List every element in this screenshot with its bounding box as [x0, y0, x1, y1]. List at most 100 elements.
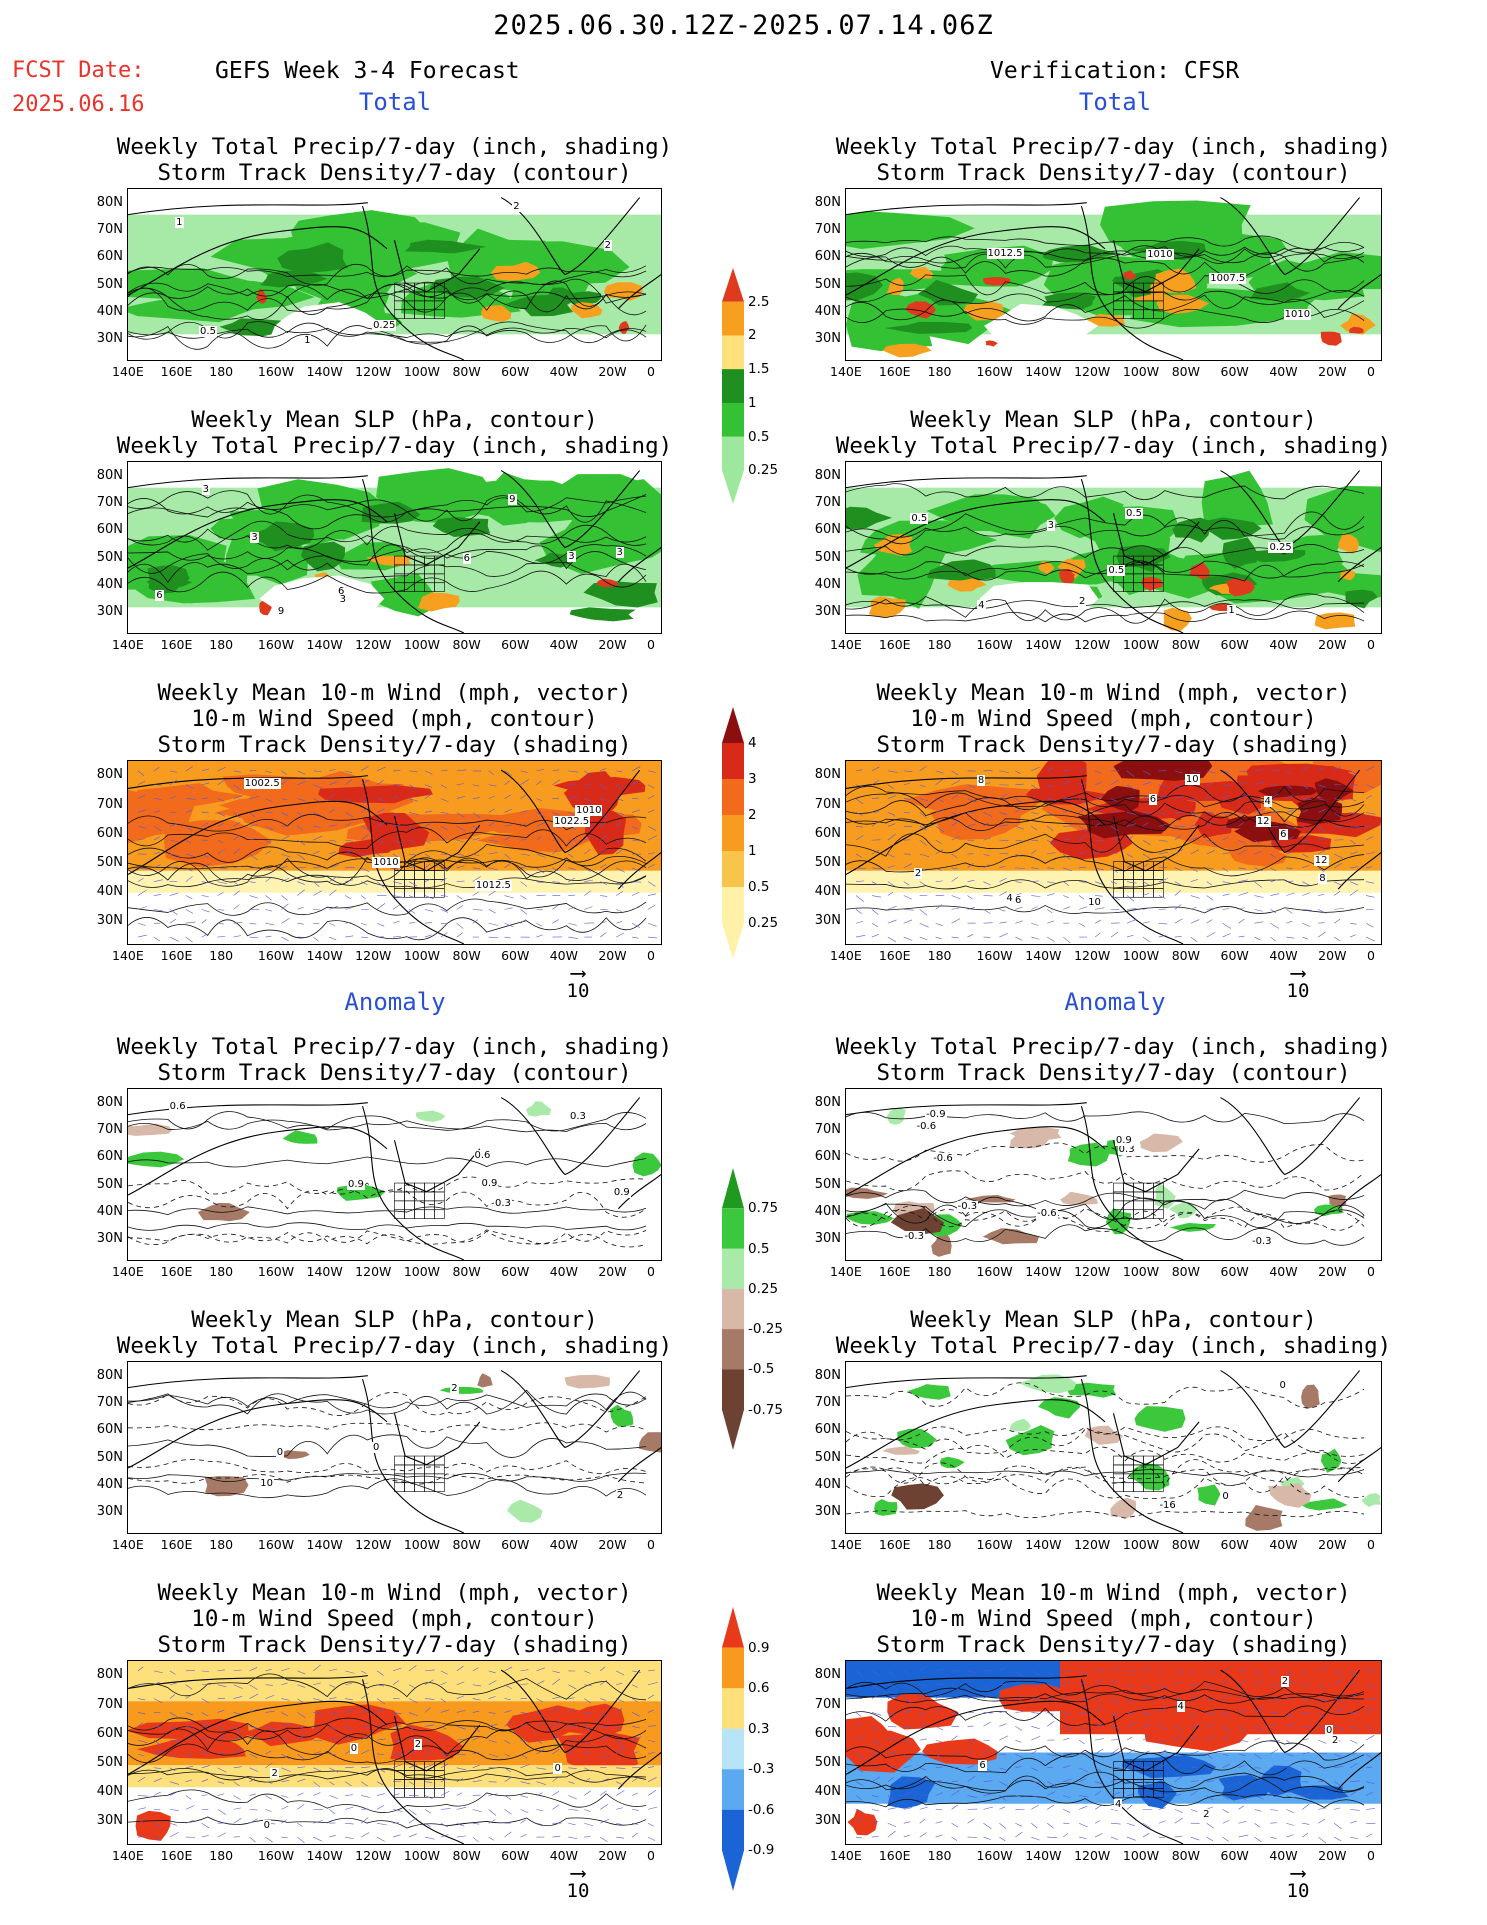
lon-label: 160W — [976, 364, 1013, 379]
lat-label: 80N — [96, 767, 123, 783]
lat-label: 60N — [814, 1725, 841, 1741]
lon-label: 100W — [403, 948, 441, 963]
lat-label: 60N — [96, 1725, 123, 1741]
contour-label: 0.25 — [372, 319, 397, 331]
contour-label: 2 — [1280, 1675, 1290, 1687]
map-panel-4: 0.25 0.5 0.5 0.5 1 3 4 2 — [845, 461, 1382, 634]
lat-label: 50N — [814, 1176, 841, 1192]
lon-label: 60W — [501, 364, 530, 379]
lon-label: 80W — [1171, 948, 1200, 963]
section-anomaly-left: Anomaly — [344, 988, 446, 1016]
contour-label: 2 — [603, 239, 612, 251]
lon-label: 160E — [878, 637, 911, 652]
lon-label: 20W — [598, 948, 627, 963]
forecast-label: GEFS Week 3-4 Forecast — [215, 58, 520, 84]
panel-8-title-line-1: Weekly Total Precip/7-day (inch, shading… — [835, 1034, 1392, 1060]
contour-label: 2 — [1331, 1734, 1340, 1746]
colorbar-tick-label: 0.75 — [748, 1200, 779, 1217]
colorbar-storm_total — [722, 707, 744, 959]
lon-label: 160W — [257, 1848, 295, 1863]
lat-label: 60N — [814, 1422, 841, 1438]
lon-label: 140W — [1025, 1264, 1062, 1279]
lon-label: 20W — [1318, 364, 1347, 379]
lon-label: 160W — [257, 1264, 295, 1279]
contour-label: 4 — [1176, 1700, 1185, 1712]
panel-2-title-line-1: Weekly Total Precip/7-day (inch, shading… — [835, 134, 1392, 160]
lon-label: 160E — [878, 364, 911, 379]
lon-label: 40W — [549, 1537, 578, 1552]
lat-label: 40N — [96, 576, 123, 592]
panel-5-title-line-2: 10-m Wind Speed (mph, contour) — [191, 706, 598, 732]
lon-label: 40W — [549, 637, 578, 652]
lat-label: 50N — [96, 1449, 123, 1465]
panel-1-title-line-1: Weekly Total Precip/7-day (inch, shading… — [116, 134, 673, 160]
panel-11-title-line-2: 10-m Wind Speed (mph, contour) — [191, 1606, 598, 1632]
lat-label: 50N — [814, 549, 841, 565]
lon-label: 140E — [830, 1264, 862, 1279]
panel-12-title-line-3: Storm Track Density/7-day (shading) — [876, 1632, 1351, 1658]
lat-label: 40N — [96, 884, 123, 900]
colorbar-tick-label: 1.5 — [748, 361, 770, 378]
lat-label: 70N — [814, 495, 841, 511]
section-anomaly-right: Anomaly — [1064, 988, 1166, 1016]
lon-label: 140E — [112, 1264, 144, 1279]
lon-label: 140W — [306, 364, 343, 379]
colorbar-cap-bottom — [722, 470, 744, 504]
lon-label: 60W — [1220, 637, 1249, 652]
panel-7-title-line-1: Weekly Total Precip/7-day (inch, shading… — [116, 1034, 673, 1060]
contour-label: 0.5 — [1107, 565, 1126, 577]
lon-label: 160W — [257, 637, 295, 652]
lat-label: 30N — [814, 1504, 841, 1520]
lon-label: 20W — [1318, 1537, 1347, 1552]
lon-label: 0 — [647, 1848, 655, 1863]
map-canvas — [846, 189, 1381, 360]
contour-label: 12 — [1255, 816, 1271, 828]
lon-label: 180 — [209, 1264, 234, 1279]
lon-label: 60W — [1220, 1848, 1249, 1863]
colorbar-swatch — [722, 887, 744, 924]
colorbar-cap-bottom — [722, 1850, 744, 1891]
colorbar-tick-label: 0.25 — [748, 915, 779, 931]
contour-label: 0.5 — [199, 325, 217, 337]
lon-label: 160W — [976, 1537, 1013, 1552]
panel-4-title-line-1: Weekly Mean SLP (hPa, contour) — [910, 407, 1317, 433]
lon-label: 40W — [1269, 948, 1298, 963]
contour-label: 2 — [913, 867, 923, 879]
lon-label: 20W — [598, 1848, 627, 1863]
lon-label: 60W — [501, 1537, 530, 1552]
contour-label: 1022.5 — [553, 816, 591, 828]
colorbar-swatch — [722, 1728, 744, 1770]
panel-8-title-line-2: Storm Track Density/7-day (contour) — [876, 1060, 1351, 1086]
panel-5-title-line-1: Weekly Mean 10-m Wind (mph, vector) — [157, 680, 632, 706]
arrow-right-icon: ⟶ — [1291, 1861, 1305, 1886]
contour-label: 6 — [336, 585, 346, 597]
contour-label: 0 — [553, 1762, 562, 1774]
colorbar-cap-bottom — [722, 923, 744, 959]
lon-label: 160W — [976, 948, 1013, 963]
lat-label: 60N — [814, 249, 841, 265]
arrow-right-icon: ⟶ — [571, 1861, 585, 1886]
lon-label: 160E — [160, 1264, 193, 1279]
panel-12-title-line-2: 10-m Wind Speed (mph, contour) — [910, 1606, 1317, 1632]
colorbar-swatch — [722, 851, 744, 888]
lat-label: 30N — [96, 1231, 123, 1247]
lon-label: 140W — [1025, 637, 1062, 652]
contour-label: 0.9 — [346, 1179, 365, 1191]
lat-label: 80N — [814, 1667, 841, 1683]
contour-label: -0.3 — [956, 1201, 979, 1213]
lon-label: 60W — [501, 1264, 530, 1279]
lon-label: 120W — [355, 364, 392, 379]
contour-label: 9 — [276, 605, 286, 617]
lon-label: 100W — [403, 1537, 441, 1552]
lat-label: 50N — [96, 854, 123, 870]
contour-label: 0.9 — [612, 1187, 631, 1199]
contour-label: 0 — [1278, 1380, 1287, 1392]
colorbar-cap-top — [722, 1607, 744, 1648]
contour-label: 2 — [413, 1738, 423, 1750]
colorbar-swatch — [722, 779, 744, 816]
lat-label: 40N — [96, 1476, 123, 1492]
panel-9-title-line-2: Weekly Total Precip/7-day (inch, shading… — [116, 1333, 673, 1359]
colorbar-swatch — [722, 1647, 744, 1689]
contour-label: 6 — [462, 553, 471, 565]
lon-label: 60W — [1220, 1264, 1249, 1279]
